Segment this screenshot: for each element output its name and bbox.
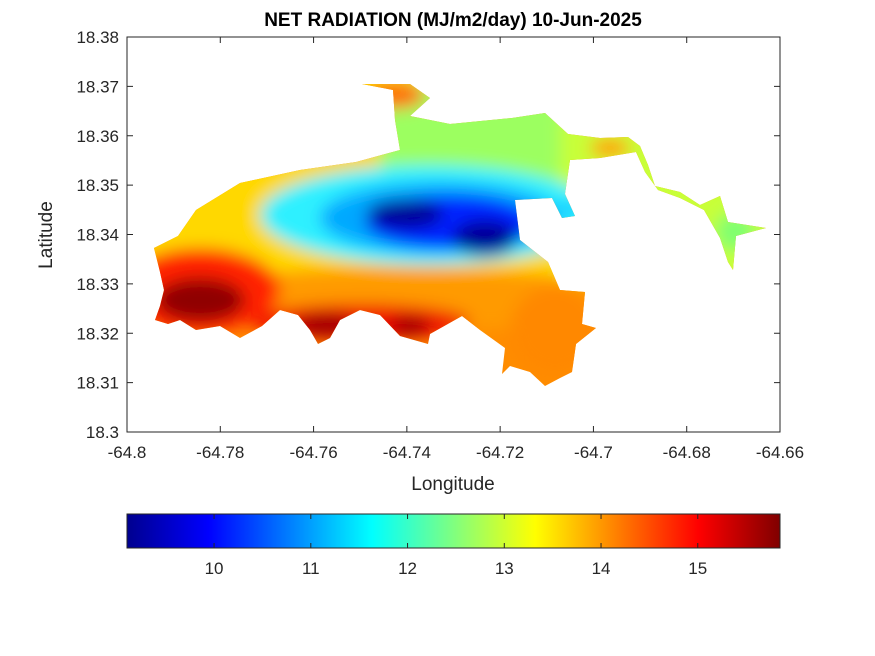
band-darkblue-1 (367, 199, 443, 229)
band-darkred-south2 (390, 316, 430, 336)
y-tick-label: 18.35 (76, 176, 119, 195)
band-darkblue-2 (453, 220, 517, 256)
y-tick-label: 18.33 (76, 275, 119, 294)
colorbar: 10 11 12 13 14 15 (126, 513, 781, 578)
band-darkred-west (155, 278, 245, 322)
x-axis-ticks: -64.8 -64.78 -64.76 -64.74 -64.72 -64.7 -64.68… (108, 37, 804, 462)
x-tick-label: -64.72 (476, 443, 524, 462)
band-orange-nee (590, 138, 630, 158)
x-tick-label: -64.66 (756, 443, 804, 462)
y-tick-label: 18.38 (76, 28, 119, 47)
colorbar-tick-label: 14 (592, 559, 611, 578)
chart-title: NET RADIATION (MJ/m2/day) 10-Jun-2025 (264, 10, 642, 31)
x-tick-label: -64.74 (383, 443, 431, 462)
y-tick-label: 18.36 (76, 127, 119, 146)
x-axis-label: Longitude (411, 474, 494, 495)
x-tick-label: -64.8 (108, 443, 147, 462)
colorbar-tick-label: 13 (495, 559, 514, 578)
y-tick-label: 18.32 (76, 324, 119, 343)
y-tick-label: 18.37 (76, 77, 119, 96)
plot-area: -64.8 -64.78 -64.76 -64.74 -64.72 -64.7 -64.68… (76, 28, 804, 462)
x-tick-label: -64.68 (663, 443, 711, 462)
x-tick-label: -64.7 (574, 443, 613, 462)
x-tick-label: -64.76 (289, 443, 337, 462)
y-tick-label: 18.3 (86, 423, 119, 442)
colorbar-ticks: 10 11 12 13 14 15 (205, 514, 707, 578)
colorbar-tick-label: 12 (398, 559, 417, 578)
y-tick-label: 18.31 (76, 374, 119, 393)
colorbar-tick-label: 10 (205, 559, 224, 578)
y-axis-label: Latitude (36, 201, 57, 269)
colorbar-tick-label: 15 (688, 559, 707, 578)
y-axis-ticks: 18.3 18.31 18.32 18.33 18.34 18.35 18.36 18.37 1… (76, 28, 780, 442)
y-tick-label: 18.34 (76, 226, 119, 245)
x-tick-label: -64.78 (196, 443, 244, 462)
colorbar-gradient (126, 513, 781, 549)
colorbar-tick-label: 11 (302, 559, 320, 578)
